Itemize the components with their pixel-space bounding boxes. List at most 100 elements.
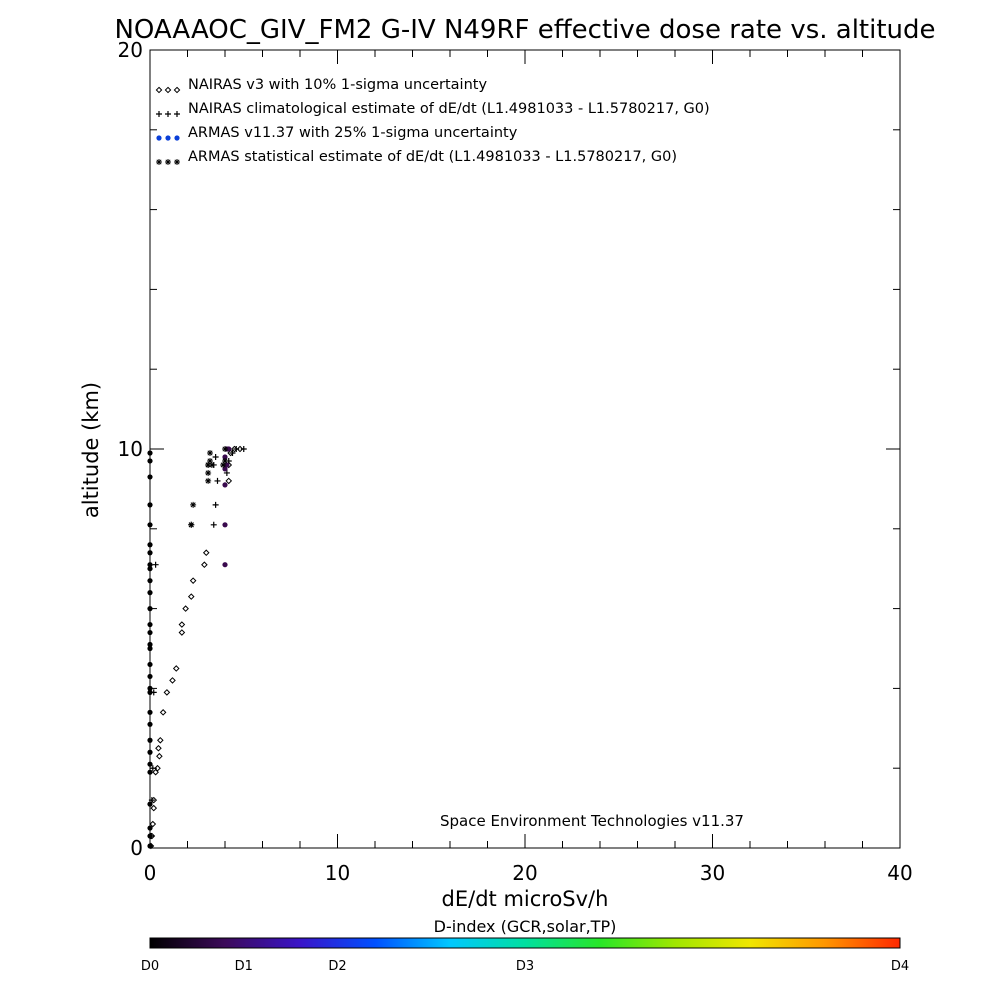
colorbar-ticks: D0 D1 D2 D3 D4 [141,959,909,974]
asterisk-point [205,477,212,484]
dot-point [147,502,153,508]
chart-title: NOAAAOC_GIV_FM2 G-IV N49RF effective dos… [114,15,935,45]
dot-point [147,606,153,612]
asterisk-point [188,521,195,528]
plus-point [212,453,219,460]
y-tick-label: 0 [130,836,143,860]
diamond-point [225,477,233,485]
diamond-point [202,549,210,557]
plus-point [223,469,230,476]
data-points [147,445,247,850]
plus-point [156,111,162,117]
diamond-point [187,593,195,600]
asterisk-point [190,501,197,508]
diamond-point [236,445,244,453]
dot-point [147,645,153,652]
y-tick-label: 10 [118,437,143,461]
plus-point [165,111,171,117]
x-tick-label: 10 [325,861,350,885]
credit-text: Space Environment Technologies v11.37 [440,812,744,830]
dot-point [147,737,153,743]
dot-point [222,454,228,460]
diamond-point [178,629,186,636]
axis-ticks [149,49,901,849]
colorbar-tick-label: D0 [141,959,159,974]
asterisk-point [222,457,228,464]
diamond-point [178,621,186,628]
diamond-point [154,764,161,772]
dot-point [147,566,153,572]
dot-point [174,135,180,141]
dot-point [147,578,153,584]
dot-point [147,562,153,568]
dot-point [147,801,153,807]
diamond-point [164,86,172,94]
diamond-point [159,709,167,716]
dot-point [147,629,153,636]
colorbar-tick-label: D4 [891,959,909,974]
dot-point [147,542,153,548]
dot-point [147,843,153,849]
asterisk-point [207,449,213,456]
dot-point [147,673,153,680]
dot-point [147,689,153,695]
diamond-point [155,86,163,94]
plus-point [212,501,219,508]
dot-point [226,446,232,452]
plus-point [240,446,247,452]
dot-point [147,749,153,755]
colorbar-tick-label: D2 [328,959,346,974]
legend: NAIRAS v3 with 10% 1-sigma uncertainty NA… [155,77,710,165]
dot-point [147,833,153,839]
dot-point [147,769,153,775]
colorbar [149,937,901,949]
x-tick-label: 20 [512,861,537,885]
diamond-point [169,677,176,684]
dot-point [222,482,228,488]
plus-point [148,797,155,804]
asterisk-point [220,461,227,468]
dot-point [147,474,153,480]
asterisk-point [156,159,162,165]
dot-point [224,462,230,468]
x-axis-label: dE/dt microSv/h [442,887,609,911]
diamond-point [172,665,180,672]
dot-point [147,761,153,767]
x-tick-label: 0 [144,861,157,885]
plus-point [174,111,180,117]
x-tick-label: 30 [700,861,725,885]
plot-frame [149,49,901,849]
asterisk-point [205,461,212,468]
asterisk-point [174,159,180,165]
dot-point [165,135,171,141]
diamond-point [156,752,163,760]
asterisk-point [165,159,171,165]
asterisk-point [208,461,215,468]
diamond-point [163,689,171,696]
dot-point [147,522,153,528]
diamond-point [173,86,181,94]
asterisk-point [222,446,228,452]
asterisk-point [205,469,212,476]
diamond-point [189,577,197,584]
dot-point [147,621,153,628]
legend-label: NAIRAS v3 with 10% 1-sigma uncertainty [188,77,487,93]
legend-label: ARMAS statistical estimate of dE/dt (L1.… [188,149,677,165]
dot-point [147,590,153,596]
diamond-point [150,804,158,812]
diamond-point [157,736,164,744]
colorbar-title: D-index (GCR,solar,TP) [434,917,617,936]
plus-point [149,765,156,772]
dot-point [222,522,228,528]
y-tick-label: 20 [118,38,143,62]
colorbar-tick-label: D3 [516,959,534,974]
colorbar-tick-label: D1 [235,959,253,974]
legend-label: NAIRAS climatological estimate of dE/dt … [188,101,710,117]
plus-point [229,449,236,456]
dot-point [147,450,153,456]
asterisk-point [207,457,213,464]
diamond-point [155,744,162,752]
dot-point [147,709,153,715]
dot-point [147,641,153,648]
